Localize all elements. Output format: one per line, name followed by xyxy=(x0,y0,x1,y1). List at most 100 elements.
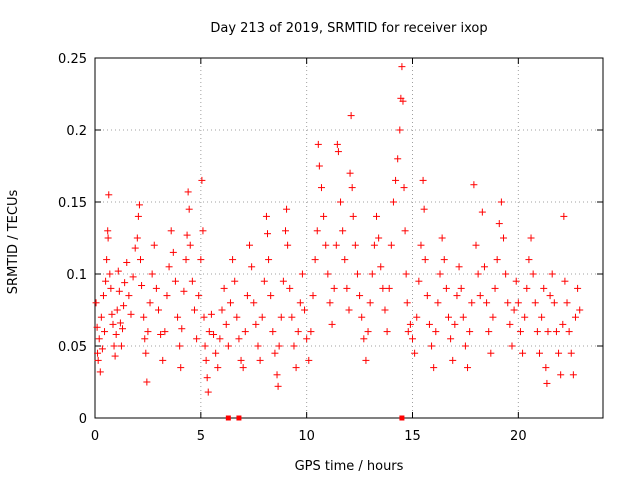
data-point xyxy=(527,234,535,242)
data-point xyxy=(307,328,315,336)
data-point xyxy=(447,335,455,343)
data-point xyxy=(264,230,272,238)
data-point xyxy=(550,299,558,307)
data-point xyxy=(142,349,150,357)
data-point xyxy=(330,284,338,292)
data-point xyxy=(200,313,208,321)
data-point xyxy=(101,328,109,336)
data-point xyxy=(401,227,409,235)
data-point xyxy=(434,299,442,307)
data-point xyxy=(229,256,237,264)
data-point xyxy=(379,284,387,292)
data-point xyxy=(105,191,113,199)
data-point xyxy=(343,284,351,292)
data-point xyxy=(430,364,438,372)
data-point xyxy=(199,227,207,235)
data-point xyxy=(415,277,423,285)
data-point xyxy=(457,284,465,292)
data-point xyxy=(92,299,100,307)
data-point xyxy=(290,342,298,350)
data-point xyxy=(523,284,531,292)
data-point xyxy=(313,227,321,235)
data-point xyxy=(275,342,283,350)
x-tick-label: 0 xyxy=(91,429,99,444)
data-point xyxy=(411,349,419,357)
data-point xyxy=(348,184,356,192)
data-point xyxy=(137,256,145,264)
data-point xyxy=(93,323,101,331)
data-point xyxy=(104,234,112,242)
data-point xyxy=(533,328,541,336)
data-point xyxy=(476,292,484,300)
data-point xyxy=(269,328,277,336)
data-point xyxy=(487,349,495,357)
y-tick-label: 0 xyxy=(79,412,87,427)
data-point xyxy=(150,241,158,249)
data-point xyxy=(301,306,309,314)
data-point xyxy=(233,313,241,321)
data-point xyxy=(314,140,322,148)
data-point xyxy=(315,162,323,170)
data-point xyxy=(483,299,491,307)
data-point xyxy=(461,342,469,350)
data-point xyxy=(111,352,119,360)
data-points xyxy=(92,63,584,396)
data-point xyxy=(366,299,374,307)
data-point xyxy=(419,176,427,184)
data-point xyxy=(381,306,389,314)
data-point xyxy=(112,330,120,338)
data-point xyxy=(546,292,554,300)
data-point xyxy=(383,328,391,336)
data-point xyxy=(107,284,115,292)
y-tick-label: 0.1 xyxy=(66,268,87,283)
chart-title: Day 213 of 2019, SRMTID for receiver ixo… xyxy=(210,21,487,36)
data-point xyxy=(155,306,162,314)
data-point xyxy=(540,284,548,292)
data-point xyxy=(115,287,123,295)
data-point xyxy=(250,299,258,307)
data-point xyxy=(543,379,551,387)
data-point xyxy=(563,299,571,307)
data-point xyxy=(497,198,505,206)
x-tick-label: 5 xyxy=(197,429,205,444)
data-point xyxy=(341,256,349,264)
data-point xyxy=(171,277,179,285)
data-point xyxy=(351,241,359,249)
data-point xyxy=(146,299,154,307)
data-point xyxy=(188,277,196,285)
data-point xyxy=(399,97,407,105)
data-point xyxy=(478,208,486,216)
data-point xyxy=(555,349,563,357)
data-point xyxy=(491,284,499,292)
data-point xyxy=(140,313,148,321)
data-point xyxy=(296,299,304,307)
data-point xyxy=(464,364,472,372)
data-point xyxy=(246,241,254,249)
baseline-marker xyxy=(225,415,231,421)
data-point xyxy=(326,299,334,307)
data-point xyxy=(512,277,520,285)
data-point xyxy=(106,270,114,278)
data-point xyxy=(480,263,488,271)
data-point xyxy=(141,335,149,343)
data-point xyxy=(432,328,440,336)
data-point xyxy=(97,313,105,321)
data-point xyxy=(311,256,319,264)
data-point xyxy=(328,320,336,328)
data-point xyxy=(108,310,116,318)
data-point xyxy=(574,284,582,292)
data-point xyxy=(362,356,370,364)
data-point xyxy=(129,273,137,281)
data-point xyxy=(125,292,133,300)
data-point xyxy=(332,241,340,249)
data-point xyxy=(198,176,206,184)
data-point xyxy=(557,371,565,379)
data-point xyxy=(560,212,568,220)
data-point xyxy=(193,335,201,343)
data-point xyxy=(277,313,285,321)
data-point xyxy=(317,184,325,192)
data-point xyxy=(131,244,139,252)
data-point xyxy=(485,328,493,336)
